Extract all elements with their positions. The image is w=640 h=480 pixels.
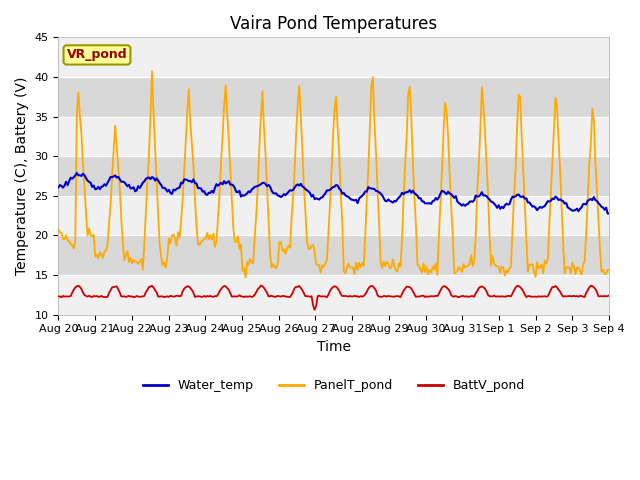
Bar: [58, 117, 609, 156]
Bar: [58, 156, 609, 196]
Title: Vaira Pond Temperatures: Vaira Pond Temperatures: [230, 15, 437, 33]
Bar: [58, 37, 609, 77]
Bar: [58, 275, 609, 314]
Bar: [58, 235, 609, 275]
Bar: [58, 196, 609, 235]
Text: VR_pond: VR_pond: [67, 48, 127, 61]
Y-axis label: Temperature (C), Battery (V): Temperature (C), Battery (V): [15, 77, 29, 275]
Legend: Water_temp, PanelT_pond, BattV_pond: Water_temp, PanelT_pond, BattV_pond: [138, 374, 530, 397]
X-axis label: Time: Time: [317, 340, 351, 354]
Bar: [58, 77, 609, 117]
